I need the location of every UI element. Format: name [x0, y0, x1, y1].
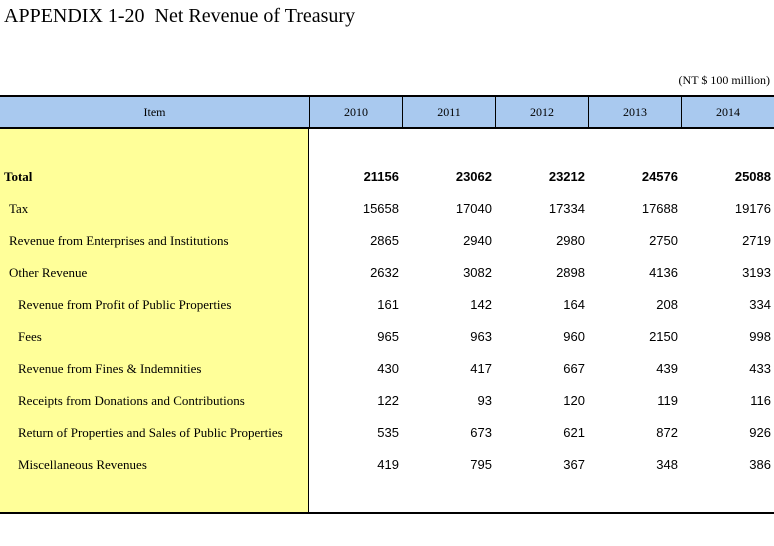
- table-row: Receipts from Donations and Contribution…: [0, 391, 774, 411]
- cell-value: 208: [656, 297, 678, 312]
- row-label: Return of Properties and Sales of Public…: [18, 425, 283, 440]
- item-column-background: [0, 129, 309, 513]
- header-year-2013: 2013: [588, 97, 681, 127]
- header-year-2012: 2012: [495, 97, 588, 127]
- cell-value: 142: [470, 297, 492, 312]
- cell-value: 2750: [649, 233, 678, 248]
- page-title: APPENDIX 1-20 Net Revenue of Treasury: [4, 5, 356, 27]
- cell-value: 2632: [370, 265, 399, 280]
- table-row: Total 21156 23062 23212 24576 25088: [0, 167, 774, 187]
- cell-value: 4136: [649, 265, 678, 280]
- cell-value: 795: [470, 457, 492, 472]
- cell-value: 439: [656, 361, 678, 376]
- table-row: Revenue from Profit of Public Properties…: [0, 295, 774, 315]
- revenue-table: Item 2010 2011 2012 2013 2014 Total 21156…: [0, 95, 774, 514]
- row-label: Total: [4, 169, 33, 184]
- row-label: Tax: [9, 201, 29, 216]
- table-row: Return of Properties and Sales of Public…: [0, 423, 774, 443]
- cell-value: 17040: [455, 201, 492, 216]
- cell-value: 21156: [363, 169, 399, 184]
- cell-value: 621: [563, 425, 585, 440]
- row-label: Fees: [18, 329, 42, 344]
- cell-value: 3193: [742, 265, 771, 280]
- cell-value: 334: [749, 297, 771, 312]
- cell-value: 23212: [548, 169, 585, 184]
- cell-value: 164: [563, 297, 585, 312]
- row-label: Receipts from Donations and Contribution…: [18, 393, 245, 408]
- cell-value: 17688: [641, 201, 678, 216]
- cell-value: 367: [563, 457, 585, 472]
- cell-value: 19176: [734, 201, 771, 216]
- row-label: Revenue from Enterprises and Institution…: [9, 233, 229, 248]
- row-label: Miscellaneous Revenues: [18, 457, 147, 472]
- table-row: Fees 965 963 960 2150 998: [0, 327, 774, 347]
- row-label: Other Revenue: [9, 265, 88, 280]
- header-year-2010: 2010: [309, 97, 402, 127]
- cell-value: 2898: [556, 265, 585, 280]
- cell-value: 2940: [463, 233, 492, 248]
- table-row: Revenue from Fines & Indemnities 430 417 66…: [0, 359, 774, 379]
- cell-value: 998: [749, 329, 771, 344]
- cell-value: 386: [749, 457, 771, 472]
- table-row: Other Revenue 2632 3082 2898 4136 3193: [0, 263, 774, 283]
- header-year-2014: 2014: [681, 97, 774, 127]
- cell-value: 535: [377, 425, 399, 440]
- cell-value: 872: [656, 425, 678, 440]
- cell-value: 430: [377, 361, 399, 376]
- cell-value: 3082: [463, 265, 492, 280]
- row-label: Revenue from Profit of Public Properties: [18, 297, 232, 312]
- table-header: Item 2010 2011 2012 2013 2014: [0, 95, 774, 129]
- cell-value: 24576: [641, 169, 678, 184]
- cell-value: 119: [657, 393, 678, 408]
- cell-value: 122: [377, 393, 399, 408]
- cell-value: 2150: [649, 329, 678, 344]
- cell-value: 2980: [556, 233, 585, 248]
- cell-value: 433: [749, 361, 771, 376]
- cell-value: 926: [749, 425, 771, 440]
- table-row: Revenue from Enterprises and Institution…: [0, 231, 774, 251]
- cell-value: 120: [563, 393, 585, 408]
- cell-value: 960: [563, 329, 585, 344]
- cell-value: 116: [750, 393, 771, 408]
- cell-value: 161: [377, 297, 399, 312]
- unit-label: (NT $ 100 million): [678, 73, 770, 87]
- cell-value: 673: [470, 425, 492, 440]
- cell-value: 419: [377, 457, 399, 472]
- table-row: Tax 15658 17040 17334 17688 19176: [0, 199, 774, 219]
- cell-value: 667: [563, 361, 585, 376]
- cell-value: 93: [477, 393, 492, 408]
- cell-value: 965: [377, 329, 399, 344]
- cell-value: 23062: [455, 169, 492, 184]
- cell-value: 2865: [370, 233, 399, 248]
- cell-value: 963: [470, 329, 492, 344]
- cell-value: 348: [656, 457, 678, 472]
- row-label: Revenue from Fines & Indemnities: [18, 361, 202, 376]
- table-bottom-rule: [0, 512, 774, 514]
- table-row: Miscellaneous Revenues 419 795 367 348 386: [0, 455, 774, 475]
- header-item: Item: [143, 105, 166, 119]
- cell-value: 15658: [362, 201, 399, 216]
- header-year-2011: 2011: [402, 97, 495, 127]
- cell-value: 17334: [548, 201, 585, 216]
- cell-value: 417: [470, 361, 492, 376]
- cell-value: 2719: [742, 233, 771, 248]
- cell-value: 25088: [734, 169, 771, 184]
